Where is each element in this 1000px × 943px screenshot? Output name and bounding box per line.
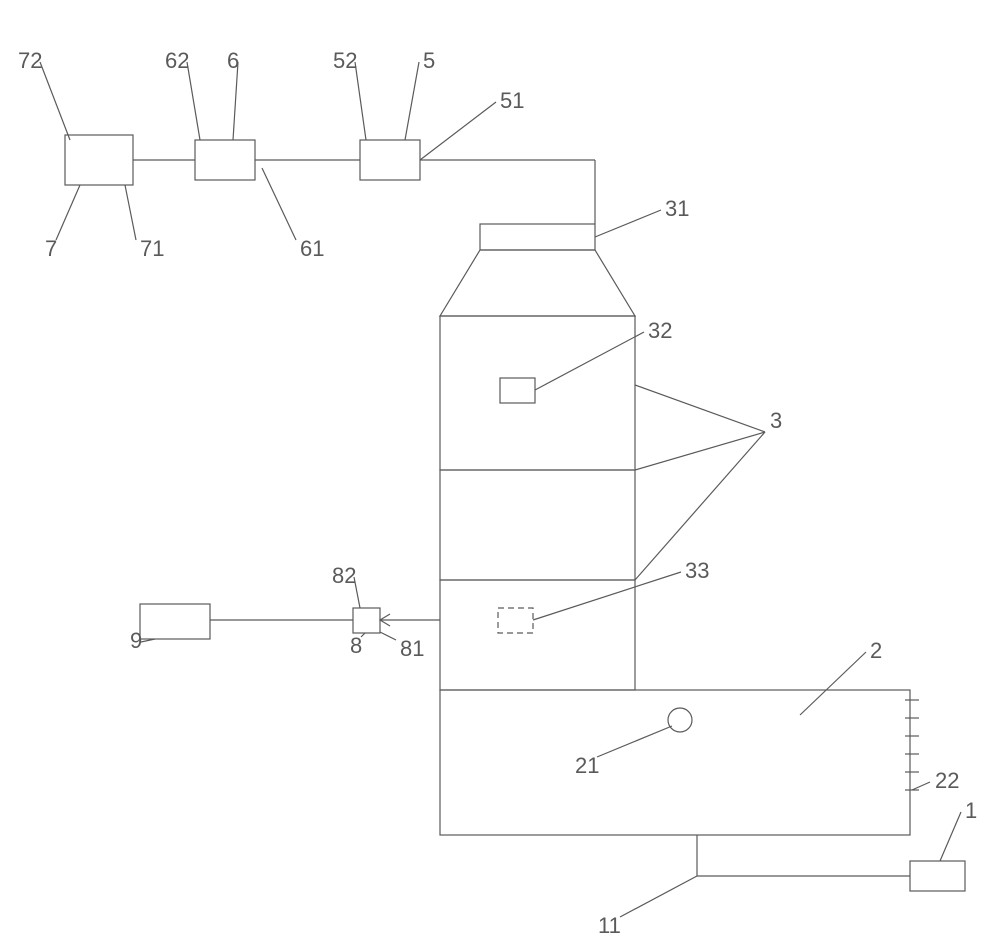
label-11: 11 bbox=[598, 913, 621, 939]
label-3: 3 bbox=[770, 408, 782, 434]
label-62: 62 bbox=[165, 48, 189, 74]
label-32: 32 bbox=[648, 318, 672, 344]
label-81: 81 bbox=[400, 636, 424, 662]
label-1: 1 bbox=[965, 798, 977, 824]
label-61: 61 bbox=[300, 236, 324, 262]
technical-diagram bbox=[0, 0, 1000, 943]
label-8: 8 bbox=[350, 633, 362, 659]
label-72: 72 bbox=[18, 48, 42, 74]
label-7: 7 bbox=[45, 236, 57, 262]
label-5: 5 bbox=[423, 48, 435, 74]
label-71: 71 bbox=[140, 236, 164, 262]
label-31: 31 bbox=[665, 196, 689, 222]
label-21: 21 bbox=[575, 753, 599, 779]
label-22: 22 bbox=[935, 768, 959, 794]
label-82: 82 bbox=[332, 563, 356, 589]
label-9: 9 bbox=[130, 628, 142, 654]
label-2: 2 bbox=[870, 638, 882, 664]
label-51: 51 bbox=[500, 88, 524, 114]
label-52: 52 bbox=[333, 48, 357, 74]
label-33: 33 bbox=[685, 558, 709, 584]
label-6: 6 bbox=[227, 48, 239, 74]
